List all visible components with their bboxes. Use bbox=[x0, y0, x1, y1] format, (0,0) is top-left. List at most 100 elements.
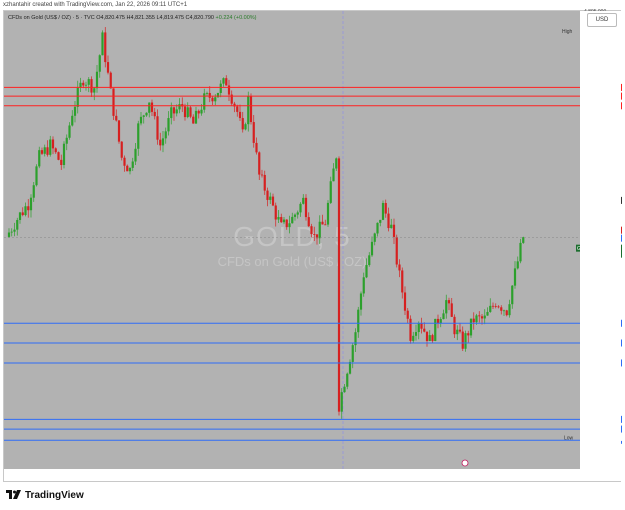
candle-body bbox=[112, 88, 115, 116]
candle-body bbox=[304, 197, 308, 218]
symbol-title: CFDs on Gold (US$ / OZ) · 5 · TVC bbox=[8, 15, 95, 21]
candle-body bbox=[164, 131, 167, 139]
candle-body bbox=[40, 150, 44, 154]
tradingview-logo: TradingView bbox=[6, 489, 84, 501]
candle-body bbox=[315, 234, 319, 239]
candle-body bbox=[280, 217, 283, 223]
candle-body bbox=[170, 107, 173, 119]
candle-body bbox=[357, 309, 360, 333]
candle-body bbox=[60, 159, 63, 166]
candle-body bbox=[428, 335, 431, 342]
candle-body bbox=[266, 190, 269, 200]
candle-body bbox=[365, 265, 368, 278]
candle-body bbox=[115, 115, 118, 121]
candle-body bbox=[282, 219, 286, 223]
candle-body bbox=[21, 212, 24, 216]
candle-body bbox=[7, 232, 11, 237]
candle-body bbox=[200, 109, 203, 114]
candle-body bbox=[288, 223, 291, 228]
candle-body bbox=[189, 107, 192, 117]
candle-body bbox=[480, 316, 484, 319]
candle-body bbox=[447, 300, 451, 304]
candle-body bbox=[13, 229, 16, 232]
candle-body bbox=[49, 139, 52, 155]
candle-body bbox=[73, 106, 77, 116]
candle-body bbox=[414, 332, 418, 336]
candle-body bbox=[260, 174, 264, 176]
candle-body bbox=[145, 112, 148, 116]
candle-body bbox=[167, 118, 170, 132]
candle-body bbox=[233, 103, 236, 107]
candle-body bbox=[249, 96, 253, 123]
candle-body bbox=[93, 88, 96, 93]
candle-body bbox=[222, 78, 225, 84]
candle-body bbox=[511, 285, 514, 305]
ohlc-values: O4,820.475 H4,821.355 L4,819.475 C4,820.… bbox=[96, 15, 214, 21]
candle-body bbox=[109, 72, 112, 89]
candle-body bbox=[230, 94, 233, 104]
candle-body bbox=[126, 165, 129, 172]
candle-body bbox=[62, 143, 66, 166]
candle-body bbox=[219, 83, 222, 93]
candle-body bbox=[310, 226, 313, 235]
candle-body bbox=[18, 212, 22, 220]
price-axis[interactable]: USD bbox=[580, 11, 621, 481]
candle-body bbox=[117, 120, 121, 142]
candle-body bbox=[296, 212, 299, 215]
candle-body bbox=[139, 116, 143, 124]
candle-body bbox=[313, 234, 316, 235]
candle-body bbox=[32, 185, 35, 198]
candle-body bbox=[436, 318, 440, 324]
time-axis[interactable] bbox=[4, 469, 580, 481]
candle-body bbox=[46, 147, 49, 155]
candle-body bbox=[285, 219, 288, 228]
candle-body bbox=[203, 93, 206, 110]
candle-body bbox=[516, 261, 519, 269]
candle-body bbox=[244, 124, 247, 130]
candle-body bbox=[362, 277, 365, 294]
candle-body bbox=[263, 174, 266, 191]
candle-body bbox=[65, 137, 68, 144]
candle-body bbox=[346, 373, 349, 387]
candle-body bbox=[134, 148, 137, 162]
candle-body bbox=[403, 292, 407, 311]
candle-body bbox=[348, 361, 352, 374]
candle-body bbox=[274, 205, 277, 220]
candle-body bbox=[71, 115, 74, 126]
candle-body bbox=[192, 116, 195, 124]
candle-body bbox=[505, 310, 508, 316]
candle-body bbox=[483, 315, 486, 319]
candle-body bbox=[150, 102, 154, 112]
candle-body bbox=[376, 222, 379, 234]
candle-body bbox=[227, 85, 231, 95]
candle-body bbox=[489, 305, 492, 312]
candle-body bbox=[337, 158, 341, 412]
candle-body bbox=[197, 110, 200, 114]
watermark-title: GOLD, 5 bbox=[233, 221, 351, 252]
candle-body bbox=[384, 202, 387, 214]
candle-body bbox=[445, 300, 448, 314]
candle-body bbox=[120, 141, 123, 158]
chart-panel[interactable]: CFDs on Gold (US$ / OZ) · 5 · TVC O4,820… bbox=[3, 9, 622, 483]
candle-body bbox=[225, 78, 228, 86]
candle-body bbox=[392, 224, 396, 237]
candle-body bbox=[522, 237, 525, 243]
candle-body bbox=[148, 102, 151, 113]
candle-body bbox=[359, 293, 363, 310]
candle-body bbox=[513, 268, 517, 286]
tradingview-logo-icon bbox=[6, 490, 21, 499]
candle-body bbox=[329, 181, 332, 203]
candle-body bbox=[247, 96, 250, 125]
candle-body bbox=[370, 241, 374, 256]
candle-body bbox=[461, 331, 464, 349]
chart-svg[interactable]: 4,895.0004,890.0004,885.0004,880.0004,87… bbox=[4, 9, 622, 483]
candle-body bbox=[324, 224, 327, 226]
candle-body bbox=[291, 216, 294, 224]
candle-body bbox=[469, 318, 473, 336]
candle-body bbox=[172, 107, 176, 114]
candle-body bbox=[106, 62, 110, 73]
symbol-legend[interactable]: CFDs on Gold (US$ / OZ) · 5 · TVC O4,820… bbox=[8, 15, 257, 21]
currency-button[interactable]: USD bbox=[587, 13, 617, 27]
candle-body bbox=[351, 345, 354, 362]
candle-body bbox=[84, 84, 88, 86]
